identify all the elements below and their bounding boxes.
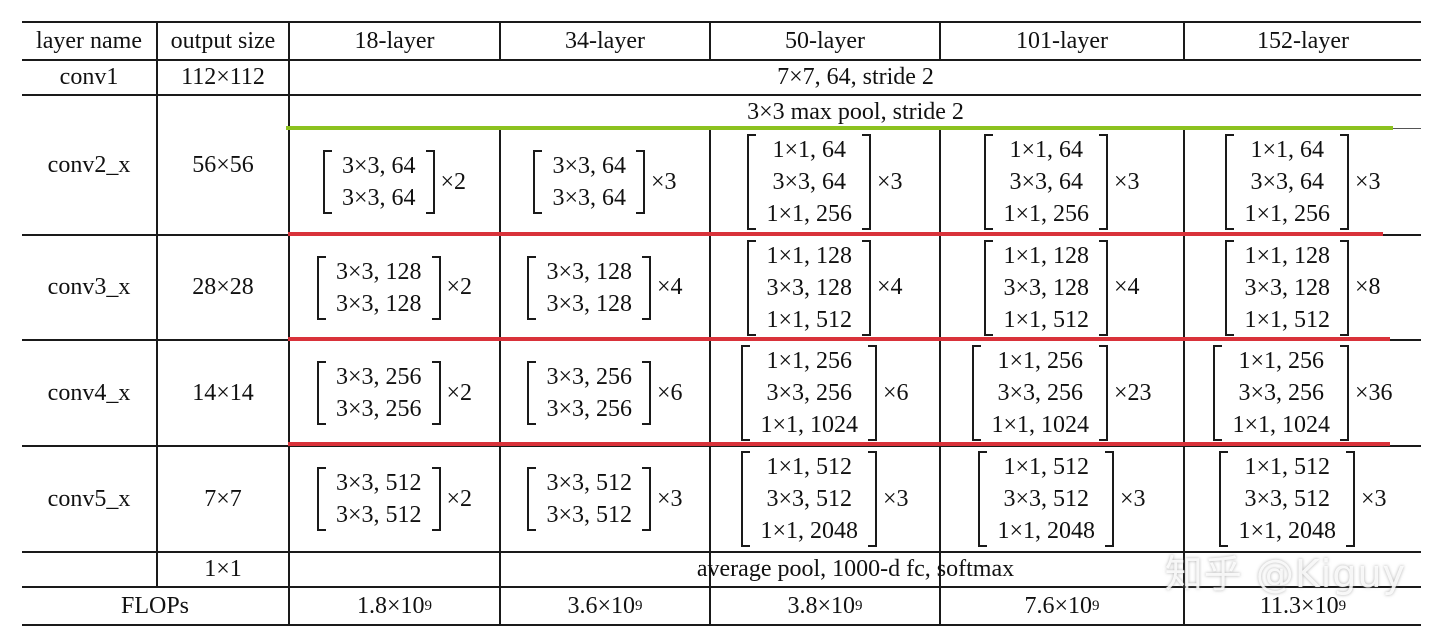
rule-v-34b [709, 128, 711, 586]
rule-conv1 [22, 94, 1421, 96]
green-highlight-line [286, 126, 1393, 130]
header-152-layer: 152-layer [1257, 27, 1349, 54]
rule-v-101c [1183, 586, 1185, 626]
rule-v-50c [939, 586, 941, 626]
rule-v-101 [1183, 21, 1185, 61]
conv5-block-50: 1×1, 512 3×3, 512 1×1, 2048 ×3 [711, 447, 939, 551]
rule-top [22, 21, 1421, 23]
final-output-size: 1×1 [204, 556, 242, 582]
conv1-name: conv1 [59, 64, 119, 90]
header-layer-name: layer name [36, 27, 142, 54]
rule-conv4 [22, 445, 1421, 447]
flops-18: 1.8×10 9 [356, 592, 433, 619]
rule-header [22, 59, 1421, 61]
conv3-block-101: 1×1, 128 3×3, 128 1×1, 512 ×4 [941, 236, 1183, 339]
conv3-block-18: 3×3, 128 3×3, 128 ×2 [290, 236, 499, 339]
header-50-layer: 50-layer [785, 27, 865, 54]
conv5-block-152: 1×1, 512 3×3, 512 1×1, 2048 ×3 [1185, 447, 1421, 551]
conv5-block-101: 1×1, 512 3×3, 512 1×1, 2048 ×3 [941, 447, 1183, 551]
conv3-name: conv3_x [47, 274, 131, 300]
conv2-output-size: 56×56 [192, 151, 254, 178]
rule-final [22, 586, 1421, 588]
conv3-output-size: 28×28 [192, 274, 254, 300]
resnet-architecture-table: layer name output size 18-layer 34-layer… [22, 21, 1421, 627]
rule-v-101b [1183, 128, 1185, 586]
rule-v-18 [499, 21, 501, 61]
conv5-block-34: 3×3, 512 3×3, 512 ×3 [501, 447, 709, 551]
conv4-name: conv4_x [47, 379, 131, 406]
rule-v-size [288, 21, 290, 626]
conv4-block-152: 1×1, 256 3×3, 256 1×1, 1024 ×36 [1185, 341, 1421, 445]
conv2-block-152: 1×1, 64 3×3, 64 1×1, 256 ×3 [1185, 130, 1421, 234]
red-highlight-line-conv4 [288, 442, 1390, 446]
header-output-size: output size [170, 27, 276, 54]
rule-v-34 [709, 21, 711, 61]
conv2-block-34: 3×3, 64 3×3, 64 ×3 [501, 130, 709, 234]
conv1-spec: 7×7, 64, stride 2 [777, 64, 934, 90]
conv1-output-size: 112×112 [181, 64, 265, 90]
flops-34: 3.6×10 9 [567, 592, 643, 619]
conv2-block-18: 3×3, 64 3×3, 64 ×2 [290, 130, 499, 234]
conv3-block-152: 1×1, 128 3×3, 128 1×1, 512 ×8 [1185, 236, 1421, 339]
conv5-name: conv5_x [47, 485, 131, 512]
conv4-output-size: 14×14 [192, 379, 254, 406]
header-34-layer: 34-layer [565, 27, 645, 54]
flops-50: 3.8×10 9 [787, 592, 863, 619]
rule-v-34c [709, 586, 711, 626]
conv4-block-101: 1×1, 256 3×3, 256 1×1, 1024 ×23 [941, 341, 1183, 445]
conv3-block-50: 1×1, 128 3×3, 128 1×1, 512 ×4 [711, 236, 939, 339]
header-101-layer: 101-layer [1016, 27, 1108, 54]
header-18-layer: 18-layer [354, 27, 435, 54]
flops-152: 11.3×10 9 [1259, 592, 1347, 619]
conv5-output-size: 7×7 [204, 485, 242, 512]
rule-v-50b [939, 128, 941, 586]
conv4-block-34: 3×3, 256 3×3, 256 ×6 [501, 341, 709, 445]
conv2-block-50: 1×1, 64 3×3, 64 1×1, 256 ×3 [711, 130, 939, 234]
rule-v-18c [499, 586, 501, 626]
rule-v-50 [939, 21, 941, 61]
conv4-block-18: 3×3, 256 3×3, 256 ×2 [290, 341, 499, 445]
conv3-block-34: 3×3, 128 3×3, 128 ×4 [501, 236, 709, 339]
red-highlight-line-conv3 [288, 337, 1390, 341]
red-highlight-line-conv2 [288, 232, 1383, 236]
rule-bottom [22, 624, 1421, 626]
conv2-name: conv2_x [47, 151, 131, 178]
rule-conv5 [22, 551, 1421, 553]
flops-label: FLOPs [120, 592, 190, 619]
conv2-block-101: 1×1, 64 3×3, 64 1×1, 256 ×3 [941, 130, 1183, 234]
rule-v-name [156, 21, 158, 586]
maxpool-spec: 3×3 max pool, stride 2 [747, 98, 964, 125]
flops-101: 7.6×10 9 [1024, 592, 1100, 619]
zhihu-watermark: 知乎 @Kiguy [1164, 552, 1406, 596]
final-spec: average pool, 1000-d fc, softmax [696, 556, 1015, 582]
conv5-block-18: 3×3, 512 3×3, 512 ×2 [290, 447, 499, 551]
conv4-block-50: 1×1, 256 3×3, 256 1×1, 1024 ×6 [711, 341, 939, 445]
rule-v-18b [499, 128, 501, 586]
